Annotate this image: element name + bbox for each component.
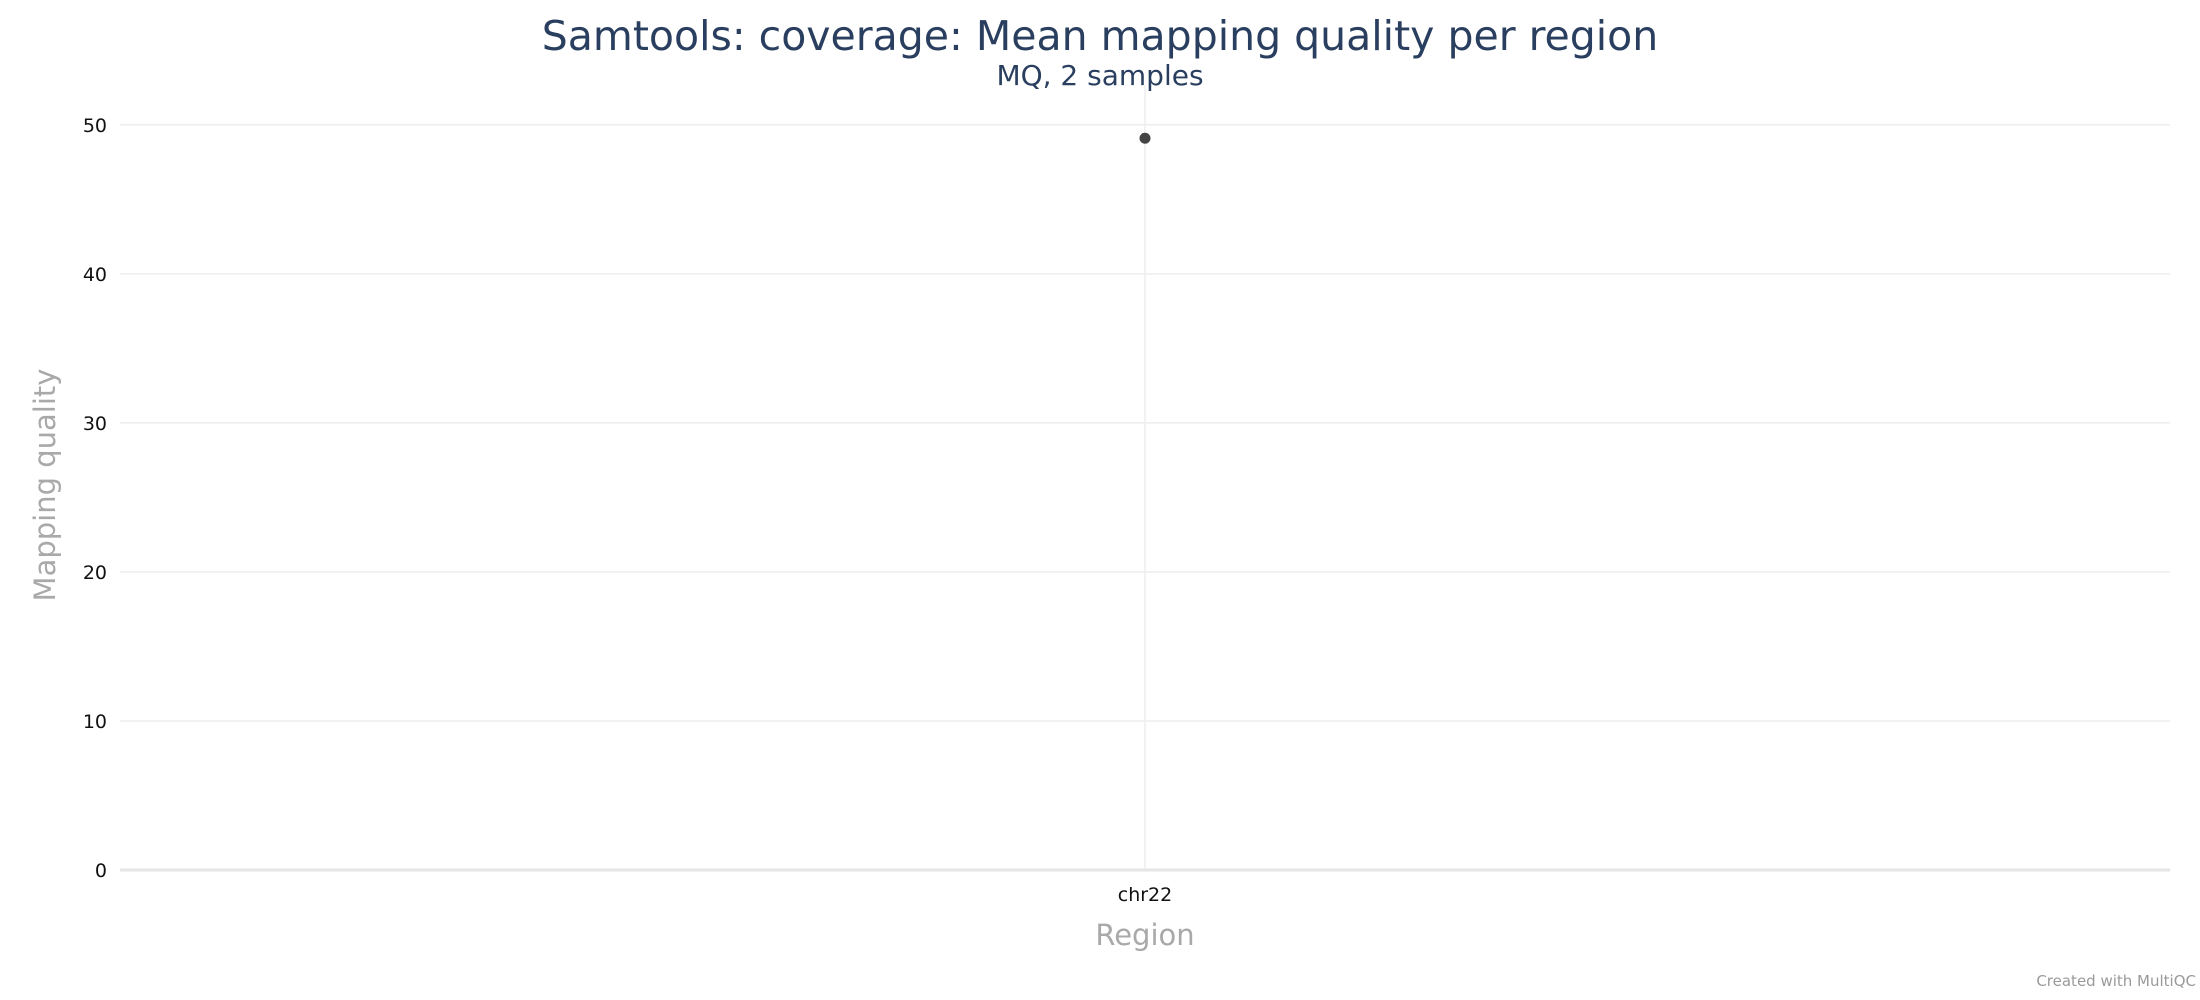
credit-text: Created with MultiQC: [2036, 972, 2196, 990]
x-axis-ticks: chr22: [1118, 884, 1172, 906]
y-tick-label: 20: [83, 562, 107, 584]
data-points[interactable]: [1139, 132, 1151, 144]
x-tick-label: chr22: [1118, 884, 1172, 906]
y-axis-title: Mapping quality: [28, 369, 62, 602]
x-axis-title: Region: [1095, 918, 1194, 952]
y-tick-label: 40: [83, 264, 107, 286]
y-tick-label: 0: [95, 860, 107, 882]
y-tick-label: 30: [83, 413, 107, 435]
chart-title: Samtools: coverage: Mean mapping quality…: [542, 12, 1659, 60]
y-tick-label: 50: [83, 115, 107, 137]
data-point[interactable]: [1139, 132, 1151, 144]
y-axis-ticks: 0 10 20 30 40 50: [83, 115, 107, 882]
chart-subtitle: MQ, 2 samples: [996, 59, 1203, 92]
y-tick-label: 10: [83, 711, 107, 733]
grid-lines: [120, 85, 2170, 872]
